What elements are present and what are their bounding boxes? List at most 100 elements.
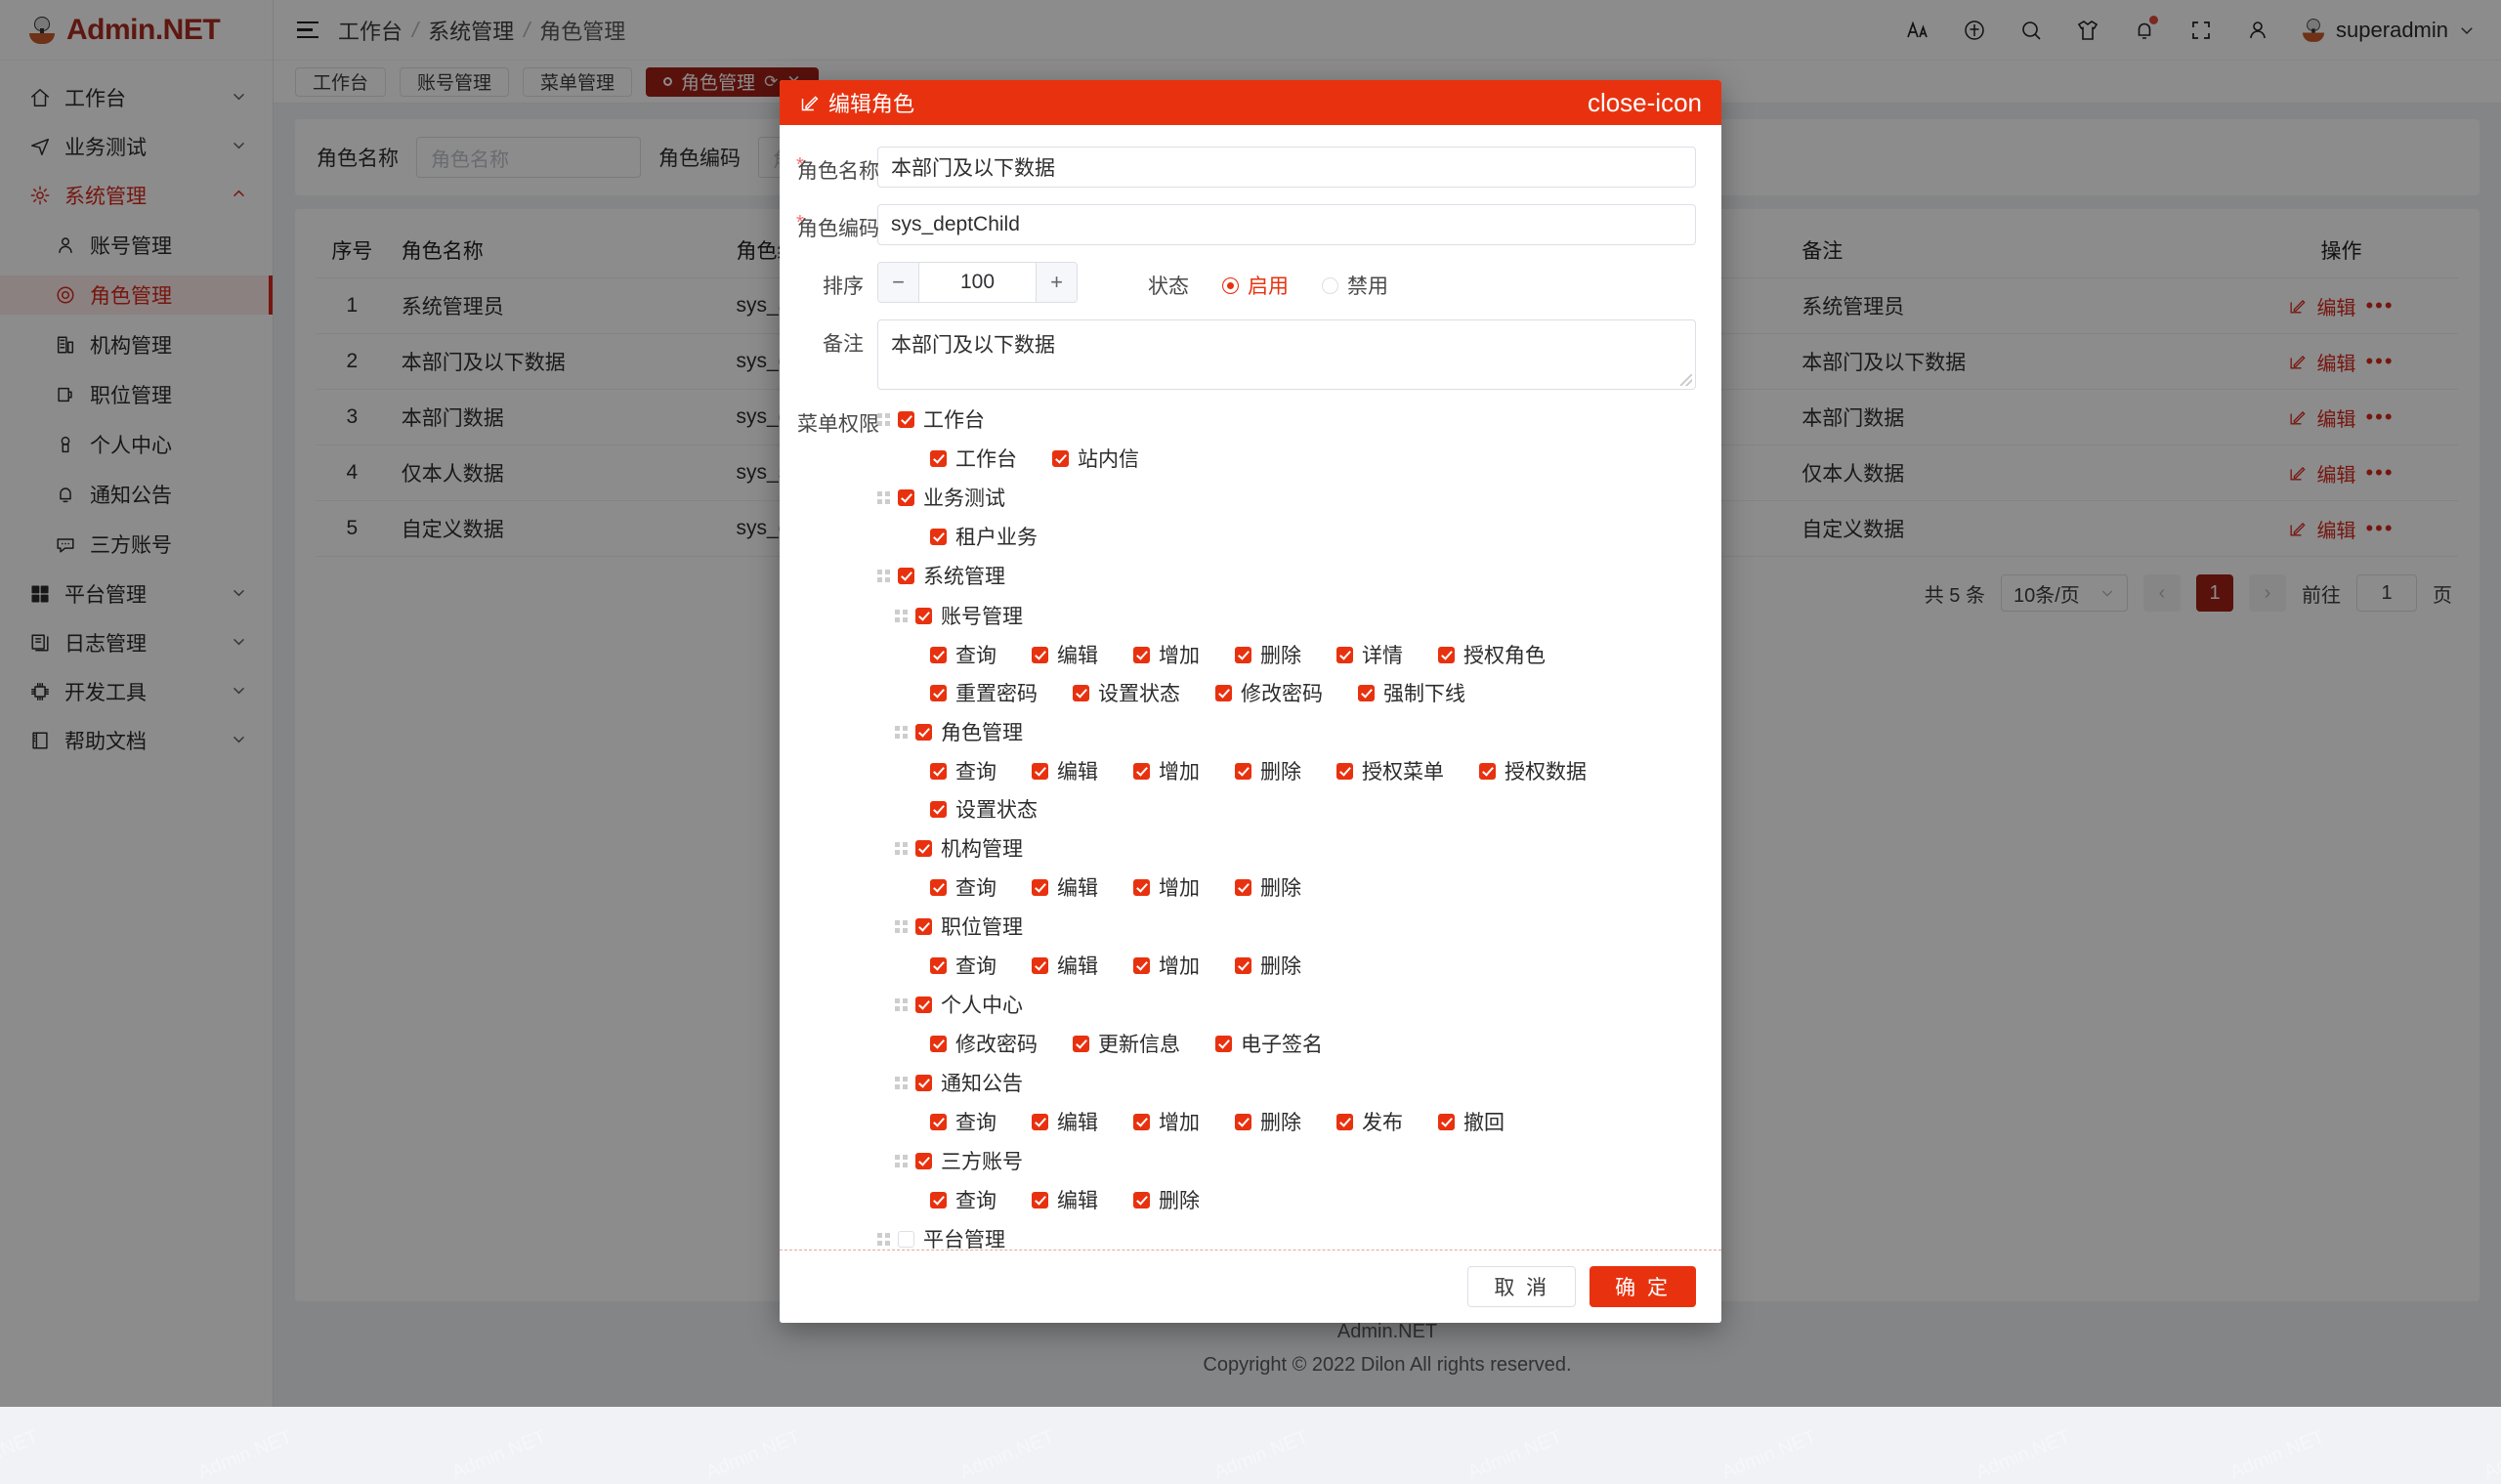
goto-page-input[interactable]: 1 [2356,574,2417,612]
permission-node-机构管理[interactable]: 机构管理 [895,835,1696,861]
permission-node-通知公告[interactable]: 通知公告 [895,1070,1696,1095]
breadcrumb-item-2[interactable]: 角色管理 [539,19,626,44]
breadcrumb-item-1[interactable]: 系统管理 [428,19,515,44]
sort-increment-button[interactable]: + [1036,263,1077,302]
permission-checkbox-编辑[interactable]: 编辑 [1032,1188,1098,1212]
more-actions-icon[interactable]: ••• [2365,349,2395,373]
permission-checkbox-编辑[interactable]: 编辑 [1032,1110,1098,1134]
permission-node-工作台[interactable]: 工作台 [877,406,1696,432]
page-size-select[interactable]: 10条/页 [2001,574,2128,612]
permission-checkbox-查询[interactable]: 查询 [930,954,996,978]
notification-icon[interactable] [2131,15,2159,44]
permission-checkbox-授权数据[interactable]: 授权数据 [1479,759,1587,784]
search-icon[interactable] [2017,17,2045,44]
permission-node-三方账号[interactable]: 三方账号 [895,1148,1696,1173]
permission-checkbox-增加[interactable]: 增加 [1133,875,1200,900]
confirm-button[interactable]: 确 定 [1590,1266,1696,1307]
permission-checkbox-站内信[interactable]: 站内信 [1052,446,1139,471]
permission-checkbox-工作台[interactable]: 工作台 [930,446,1017,471]
permission-checkbox-编辑[interactable]: 编辑 [1032,643,1098,667]
edit-icon[interactable] [2288,353,2307,371]
more-actions-icon[interactable]: ••• [2365,404,2395,429]
permission-checkbox-修改密码[interactable]: 修改密码 [1215,681,1323,705]
theme-icon[interactable] [2074,17,2101,44]
edit-link[interactable]: 编辑 [2316,408,2356,431]
sidebar-item-4[interactable]: 角色管理 [0,276,273,315]
permission-checkbox-增加[interactable]: 增加 [1133,759,1200,784]
permission-checkbox-编辑[interactable]: 编辑 [1032,954,1098,978]
permission-checkbox-更新信息[interactable]: 更新信息 [1073,1032,1180,1056]
permission-checkbox-强制下线[interactable]: 强制下线 [1358,681,1465,705]
sidebar-item-6[interactable]: 职位管理 [0,375,273,414]
close-icon[interactable]: close-icon [1587,88,1702,117]
edit-icon[interactable] [2288,464,2307,483]
sidebar-item-11[interactable]: 日志管理 [0,623,273,662]
drag-handle-icon[interactable] [895,725,908,739]
sidebar-item-1[interactable]: 业务测试 [0,127,273,166]
next-page-button[interactable]: › [2249,574,2286,612]
permission-checkbox-删除[interactable]: 删除 [1235,954,1301,978]
sidebar-item-7[interactable]: 个人中心 [0,425,273,464]
edit-icon[interactable] [2288,297,2307,316]
edit-link[interactable]: 编辑 [2316,297,2356,319]
permission-checkbox-查询[interactable]: 查询 [930,643,996,667]
permission-checkbox-修改密码[interactable]: 修改密码 [930,1032,1038,1056]
permission-node-平台管理[interactable]: 平台管理 [877,1226,1696,1250]
status-radio-disabled[interactable]: 禁用 [1322,271,1388,300]
edit-link[interactable]: 编辑 [2316,520,2356,542]
remark-textarea[interactable]: 本部门及以下数据 [877,319,1696,390]
permission-checkbox-撤回[interactable]: 撤回 [1438,1110,1505,1134]
permission-node-业务测试[interactable]: 业务测试 [877,485,1696,510]
brand-logo[interactable]: Admin.NET [0,0,273,61]
language-icon[interactable] [1961,17,1988,44]
tab-0[interactable]: 工作台 [295,66,387,97]
permission-checkbox-查询[interactable]: 查询 [930,1110,996,1134]
cancel-button[interactable]: 取 消 [1467,1266,1577,1307]
drag-handle-icon[interactable] [877,1232,890,1246]
permission-checkbox-查询[interactable]: 查询 [930,875,996,900]
permission-checkbox-删除[interactable]: 删除 [1235,1110,1301,1134]
permission-node-角色管理[interactable]: 角色管理 [895,719,1696,744]
edit-icon[interactable] [2288,408,2307,427]
hamburger-icon[interactable] [297,18,322,43]
drag-handle-icon[interactable] [895,919,908,933]
sidebar-item-5[interactable]: 机构管理 [0,325,273,364]
permission-node-个人中心[interactable]: 个人中心 [895,992,1696,1017]
permission-checkbox-设置状态[interactable]: 设置状态 [930,797,1038,822]
permission-checkbox-详情[interactable]: 详情 [1336,643,1403,667]
permission-checkbox-发布[interactable]: 发布 [1336,1110,1403,1134]
user-menu[interactable]: superadmin [2301,17,2476,44]
sort-value[interactable]: 100 [959,271,996,293]
permission-node-系统管理[interactable]: 系统管理 [877,563,1696,588]
drag-handle-icon[interactable] [895,841,908,855]
permission-checkbox-电子签名[interactable]: 电子签名 [1215,1032,1323,1056]
sidebar-item-12[interactable]: 开发工具 [0,672,273,711]
permission-checkbox-编辑[interactable]: 编辑 [1032,759,1098,784]
page-1-button[interactable]: 1 [2196,574,2233,612]
sidebar-item-9[interactable]: 三方账号 [0,525,273,564]
permission-checkbox-删除[interactable]: 删除 [1235,875,1301,900]
sort-decrement-button[interactable]: − [878,263,919,302]
permission-checkbox-租户业务[interactable]: 租户业务 [930,525,1038,549]
permission-checkbox-增加[interactable]: 增加 [1133,954,1200,978]
permission-checkbox-删除[interactable]: 删除 [1235,759,1301,784]
sidebar-item-3[interactable]: 账号管理 [0,226,273,265]
permission-node-职位管理[interactable]: 职位管理 [895,913,1696,939]
account-icon[interactable] [2244,17,2271,44]
sidebar-item-8[interactable]: 通知公告 [0,475,273,514]
more-actions-icon[interactable]: ••• [2365,516,2395,540]
breadcrumb-item-0[interactable]: 工作台 [338,19,403,44]
permission-checkbox-增加[interactable]: 增加 [1133,1110,1200,1134]
drag-handle-icon[interactable] [877,569,890,582]
permission-checkbox-授权菜单[interactable]: 授权菜单 [1336,759,1444,784]
sort-stepper[interactable]: − 100 + [877,262,1078,303]
font-size-icon[interactable] [1904,17,1931,44]
drag-handle-icon[interactable] [877,412,890,426]
role-code-input[interactable]: sys_deptChild [877,204,1696,245]
edit-link[interactable]: 编辑 [2316,353,2356,375]
refresh-icon[interactable]: ⟳ [764,71,779,91]
drag-handle-icon[interactable] [895,997,908,1011]
tab-1[interactable]: 账号管理 [400,66,510,97]
sidebar-item-10[interactable]: 平台管理 [0,574,273,614]
drag-handle-icon[interactable] [877,490,890,504]
